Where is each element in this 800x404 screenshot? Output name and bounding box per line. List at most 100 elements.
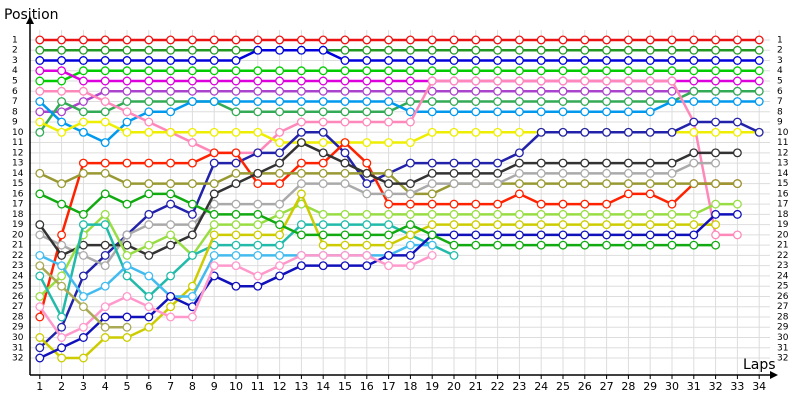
point	[384, 76, 394, 86]
point	[122, 179, 132, 189]
point	[384, 189, 394, 199]
point	[580, 209, 590, 219]
point	[689, 209, 699, 219]
series-line	[38, 120, 760, 349]
point	[253, 250, 263, 260]
point	[122, 117, 132, 127]
point	[362, 66, 372, 76]
point	[667, 209, 677, 219]
point	[645, 189, 655, 199]
point	[253, 97, 263, 106]
point	[318, 76, 328, 86]
point	[536, 199, 546, 209]
point	[275, 271, 285, 281]
point	[275, 66, 285, 76]
x-tick-label: 8	[189, 380, 196, 393]
point	[35, 333, 45, 342]
point	[602, 209, 612, 219]
point	[667, 56, 677, 65]
point	[558, 66, 568, 76]
point	[296, 97, 306, 106]
x-tick-label: 21	[469, 380, 483, 393]
point	[253, 281, 263, 291]
point	[78, 168, 88, 178]
point	[275, 240, 285, 250]
point	[427, 209, 437, 219]
point	[689, 76, 699, 86]
point	[166, 199, 176, 209]
point	[187, 250, 197, 260]
point	[449, 240, 459, 250]
point	[57, 322, 67, 332]
point	[558, 240, 568, 250]
y-tick-label: 28	[12, 312, 24, 322]
point	[645, 209, 655, 219]
point	[667, 66, 677, 76]
point	[275, 76, 285, 86]
point	[122, 158, 132, 168]
point	[602, 107, 612, 117]
point	[580, 76, 590, 86]
point	[427, 45, 437, 55]
point	[645, 127, 655, 137]
point	[667, 158, 677, 168]
point	[296, 138, 306, 148]
point	[187, 86, 197, 96]
point	[427, 56, 437, 65]
y-tick-label: 16	[12, 189, 24, 199]
point	[602, 56, 612, 65]
point	[667, 35, 677, 45]
point	[514, 86, 524, 96]
point	[493, 158, 503, 168]
point	[122, 333, 132, 342]
point	[493, 66, 503, 76]
point	[384, 168, 394, 178]
point	[144, 220, 154, 230]
point	[471, 35, 481, 45]
point	[187, 230, 197, 240]
point	[514, 127, 524, 137]
y-tick-label-right: 4	[777, 66, 783, 76]
point	[580, 86, 590, 96]
point	[449, 97, 459, 106]
point	[580, 127, 590, 137]
point	[645, 168, 655, 178]
x-axis-arrow	[770, 371, 778, 379]
point	[493, 107, 503, 117]
point	[57, 250, 67, 260]
point	[645, 86, 655, 96]
point	[754, 56, 764, 65]
point	[231, 261, 241, 271]
point	[471, 199, 481, 209]
point	[318, 261, 328, 271]
point	[57, 281, 67, 291]
point	[144, 189, 154, 199]
point	[711, 76, 721, 86]
point	[449, 45, 459, 55]
point	[536, 86, 546, 96]
y-tick-label-right: 12	[777, 148, 788, 158]
point	[384, 179, 394, 189]
point	[602, 76, 612, 86]
point	[623, 107, 633, 117]
point	[580, 66, 590, 76]
point	[253, 240, 263, 250]
point	[602, 240, 612, 250]
point	[231, 250, 241, 260]
y-tick-label-right: 14	[777, 169, 789, 179]
point	[471, 107, 481, 117]
point	[275, 230, 285, 240]
point	[602, 86, 612, 96]
point	[689, 97, 699, 106]
point	[667, 199, 677, 209]
point	[623, 158, 633, 168]
point	[580, 168, 590, 178]
point	[78, 66, 88, 76]
point	[209, 127, 219, 137]
point	[187, 35, 197, 45]
point	[362, 56, 372, 65]
point	[427, 189, 437, 199]
point	[711, 56, 721, 65]
point	[405, 209, 415, 219]
point	[166, 76, 176, 86]
